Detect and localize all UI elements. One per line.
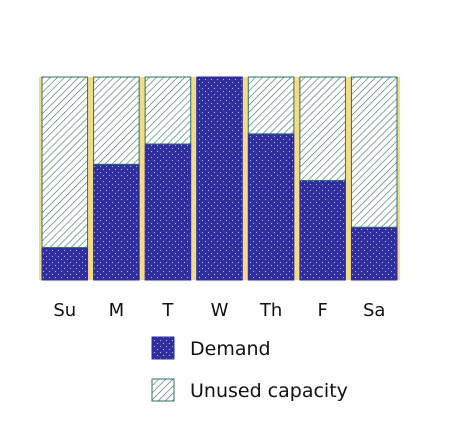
x-tick-label-sa: Sa [363, 300, 385, 321]
bar-demand-su [41, 247, 89, 281]
bar-demand-t [144, 143, 192, 281]
legend-swatch-unused-capacity [151, 378, 175, 402]
bar-unused-capacity-su [41, 76, 89, 249]
bar-demand-sa [350, 226, 398, 281]
x-tick-label-w: W [211, 300, 229, 321]
x-tick-label-m: M [109, 300, 125, 321]
legend: Demand Unused capacity [151, 336, 348, 402]
x-axis-ticks: Su M T W Th F Sa [53, 300, 385, 321]
bar-unused-capacity-f [299, 76, 346, 182]
legend-label-demand: Demand [190, 338, 271, 360]
bar-unused-capacity-sa [350, 76, 398, 228]
plot-area [39, 76, 400, 281]
bar-demand-w [196, 76, 243, 281]
x-tick-label-f: F [317, 300, 327, 321]
bar-unused-capacity-m [93, 76, 140, 165]
bar-demand-th [247, 133, 295, 281]
bar-unused-capacity-t [144, 76, 192, 145]
bar-unused-capacity-th [247, 76, 295, 135]
x-tick-label-su: Su [53, 300, 76, 321]
legend-swatch-demand [151, 336, 175, 360]
bar-demand-f [299, 180, 346, 281]
x-tick-label-t: T [161, 300, 174, 321]
bar-demand-m [93, 163, 140, 281]
x-tick-label-th: Th [259, 300, 282, 321]
legend-label-unused-capacity: Unused capacity [190, 380, 348, 402]
